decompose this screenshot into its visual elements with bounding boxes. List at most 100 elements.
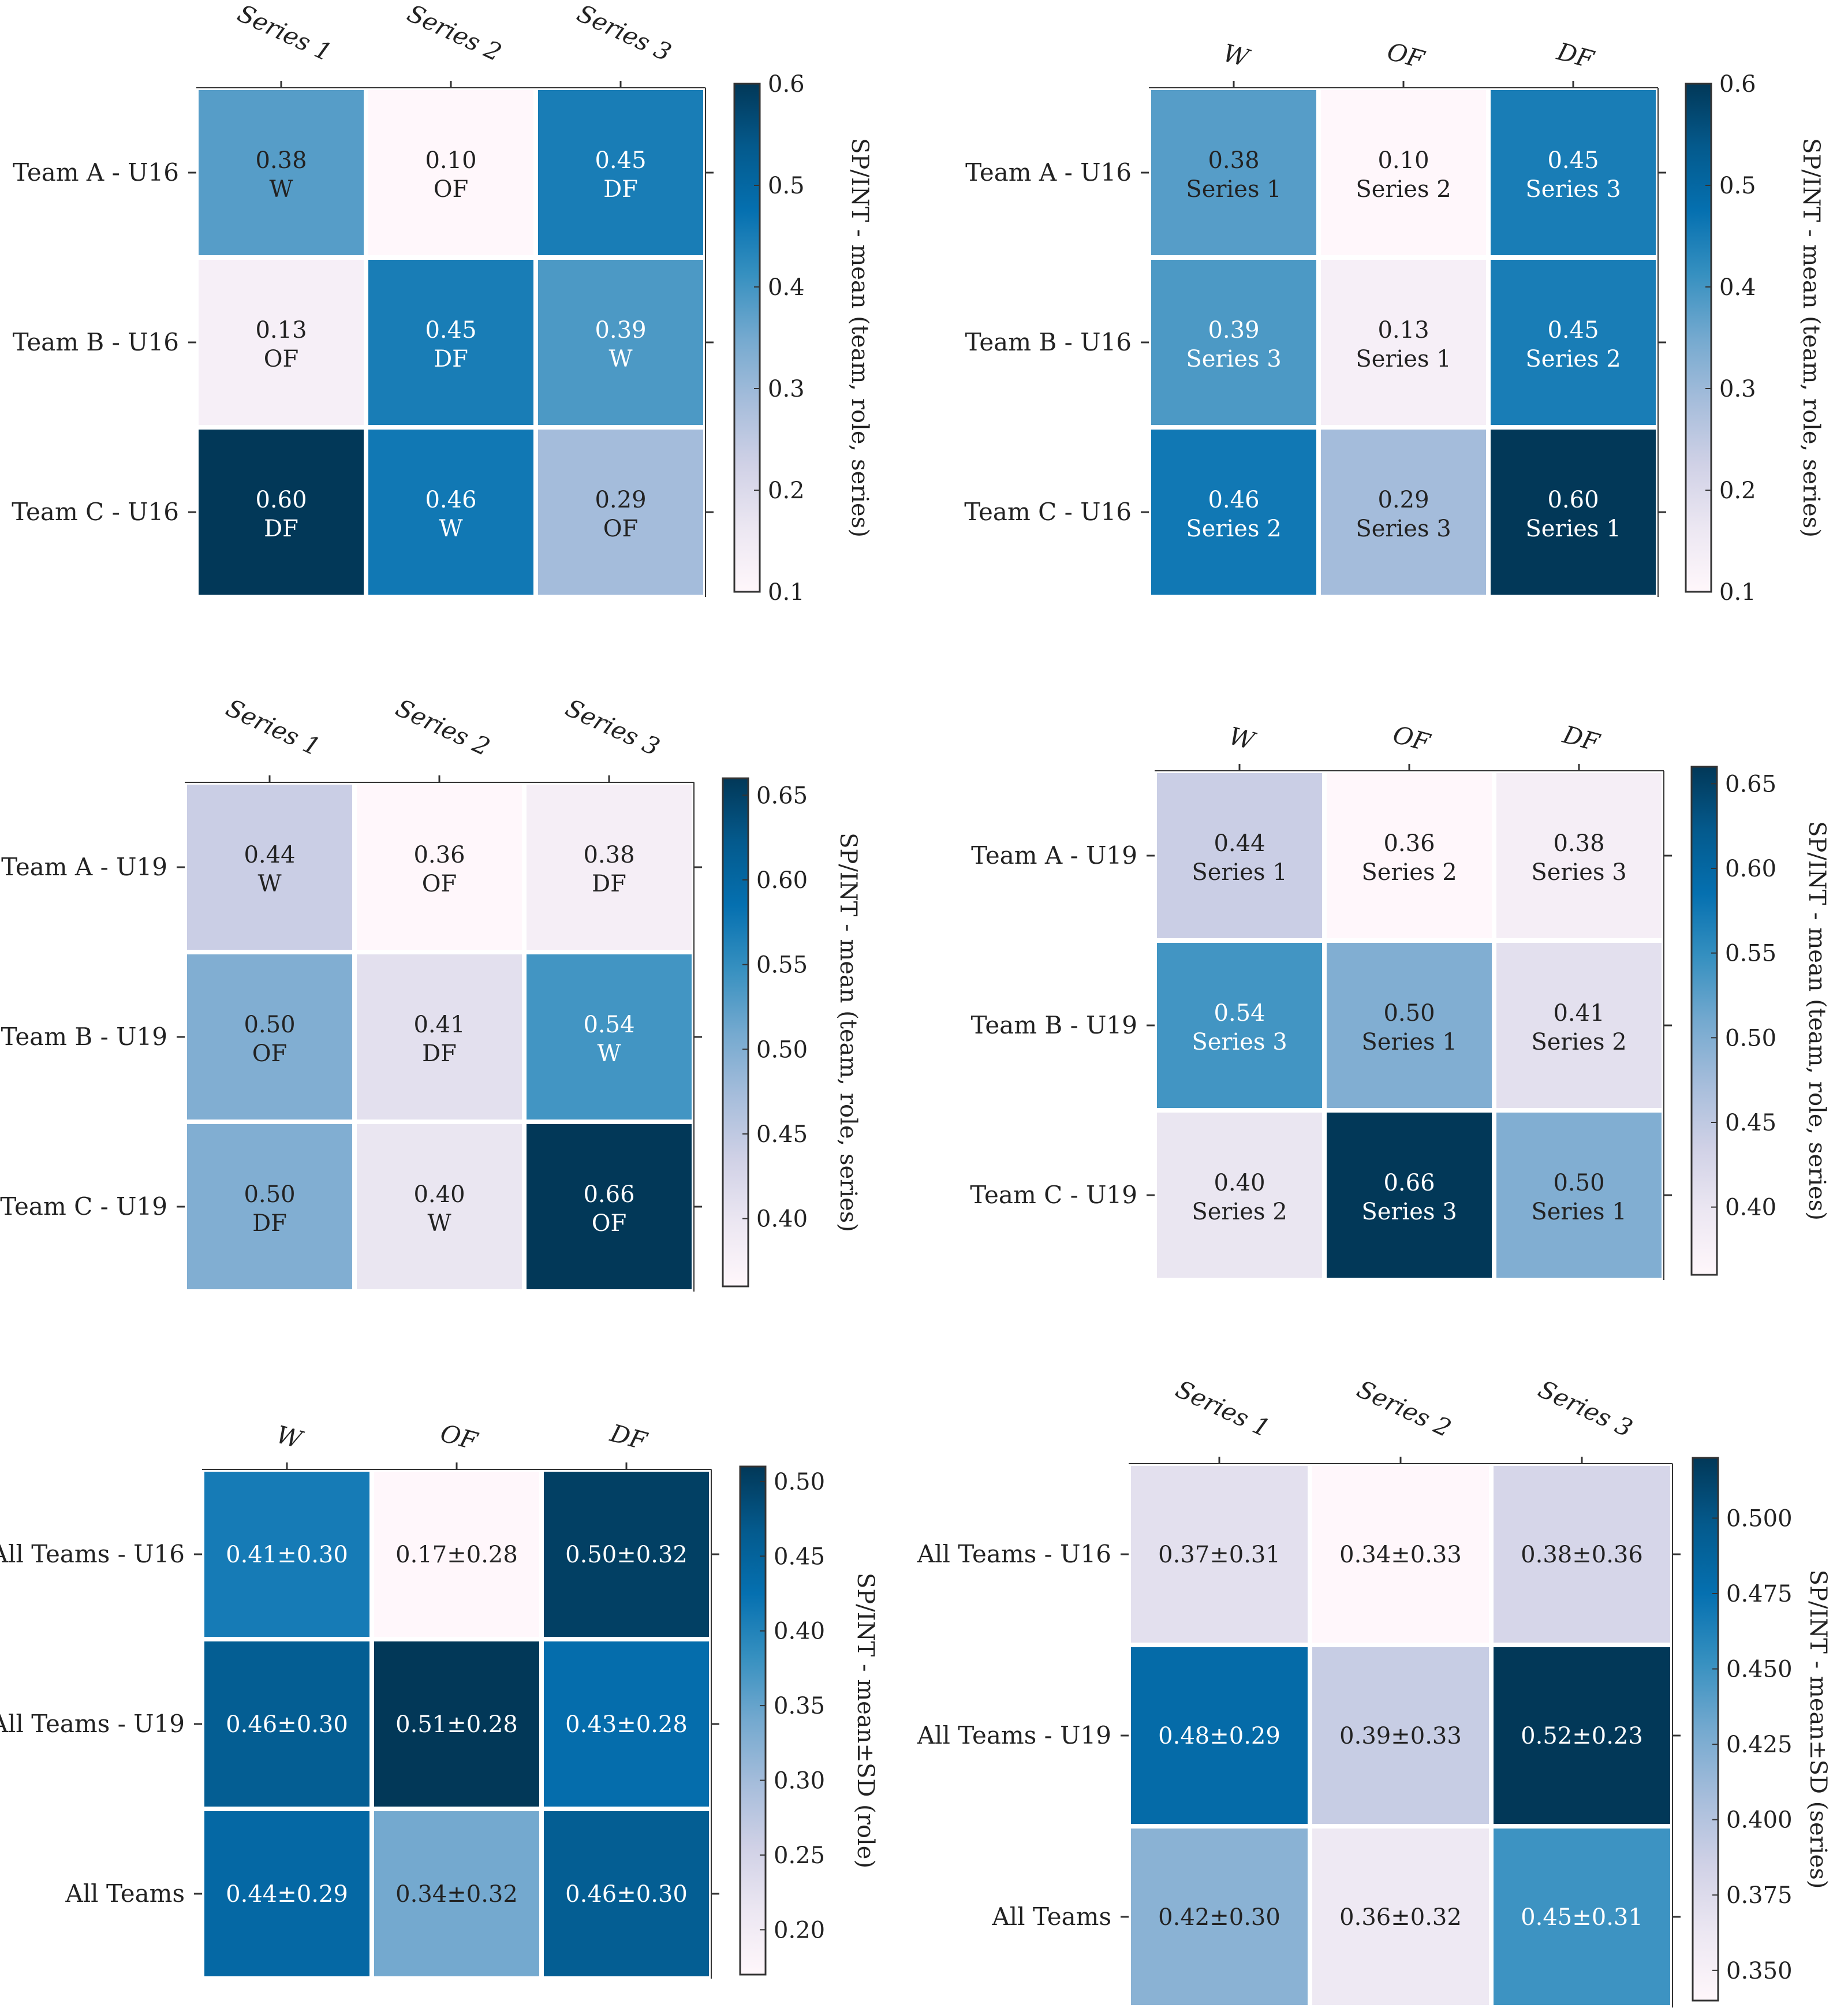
heatmap-cell <box>1496 943 1662 1108</box>
cell-value-label: 0.50 <box>1383 1000 1435 1027</box>
cell-value-label: 0.38 <box>583 842 634 868</box>
cell-sublabel: Series 2 <box>1192 1199 1287 1225</box>
colorbar-tick-label: 0.6 <box>768 71 805 98</box>
colorbar-tick-label: 0.4 <box>768 274 805 301</box>
colorbar-tick-label: 0.55 <box>756 952 808 979</box>
row-label: All Teams <box>991 1902 1111 1931</box>
heatmap-cell <box>1151 260 1316 425</box>
heatmap-cell <box>357 954 522 1120</box>
colorbar <box>739 1465 767 1976</box>
colorbar <box>1692 1457 1719 2002</box>
heatmap-cell <box>1327 773 1492 938</box>
row-label: Team C - U19 <box>0 1192 167 1221</box>
heatmap-cell <box>1157 943 1322 1108</box>
cell-sublabel: W <box>257 871 281 897</box>
cell-sublabel: Series 3 <box>1531 859 1626 886</box>
cell-value-label: 0.50±0.32 <box>565 1542 688 1568</box>
heatmap-cell <box>374 1641 539 1807</box>
colorbar-tick-label: 0.30 <box>774 1768 825 1794</box>
heatmap-panel-role-all-teams: 0.41±0.30 0.17±0.28 0.50±0.32 0.46±0.30 0.51… <box>0 1419 879 1979</box>
cell-value-label: 0.41 <box>1553 1000 1604 1027</box>
cell-sublabel: OF <box>422 871 457 897</box>
heatmap-cell <box>1494 1466 1670 1643</box>
cell-value-label: 0.36±0.32 <box>1339 1904 1462 1931</box>
cell-value-label: 0.40 <box>1214 1170 1265 1196</box>
heatmap-cell <box>538 90 703 255</box>
cell-value-label: 0.43±0.28 <box>565 1711 688 1738</box>
cell-value-label: 0.41±0.30 <box>226 1542 348 1568</box>
heatmap-cell <box>1151 430 1316 595</box>
column-label: OF <box>1384 37 1428 74</box>
cell-value-label: 0.44 <box>244 842 295 868</box>
cell-value-label: 0.29 <box>595 487 646 513</box>
row-label: All Teams - U16 <box>917 1540 1111 1568</box>
cell-sublabel: DF <box>603 176 638 203</box>
colorbar-tick-label: 0.375 <box>1726 1882 1793 1909</box>
heatmap-cell <box>204 1641 369 1807</box>
colorbar-label: SP/INT - mean (team, role, series) <box>835 833 861 1232</box>
row-label: Team B - U19 <box>1 1023 167 1051</box>
colorbar-tick-label: 0.425 <box>1726 1732 1793 1758</box>
heatmap-cell <box>1494 1829 1670 2005</box>
cell-value-label: 0.36 <box>1383 830 1435 857</box>
cell-sublabel: Series 1 <box>1356 346 1451 372</box>
cell-sublabel: Series 3 <box>1356 516 1451 542</box>
colorbar-tick-label: 0.475 <box>1726 1581 1793 1607</box>
heatmap-cell <box>527 954 692 1120</box>
cell-sublabel: Series 3 <box>1525 176 1621 203</box>
cell-value-label: 0.13 <box>255 317 307 344</box>
row-label: Team A - U19 <box>1 853 167 881</box>
cell-sublabel: Series 1 <box>1531 1199 1626 1225</box>
cell-value-label: 0.46±0.30 <box>226 1711 348 1738</box>
cell-value-label: 0.66 <box>583 1181 634 1208</box>
column-label: Series 2 <box>1353 1375 1455 1443</box>
cell-value-label: 0.66 <box>1383 1170 1435 1196</box>
heatmap-cell <box>1327 943 1492 1108</box>
row-label: Team C - U16 <box>12 498 179 526</box>
heatmap-cell <box>538 260 703 425</box>
heatmap-cell <box>357 785 522 950</box>
colorbar-tick-label: 0.50 <box>756 1036 808 1063</box>
cell-value-label: 0.60 <box>1547 487 1599 513</box>
heatmap-cell <box>368 260 533 425</box>
colorbar-tick-label: 0.35 <box>774 1693 825 1719</box>
cell-sublabel: Series 2 <box>1356 176 1451 203</box>
colorbar-tick-label: 0.65 <box>1725 771 1776 797</box>
colorbar-label: SP/INT - mean (team, role, series) <box>1804 821 1830 1221</box>
colorbar-tick-label: 0.1 <box>768 579 805 606</box>
colorbar-label: SP/INT - mean±SD (role) <box>852 1573 879 1868</box>
heatmap-cell <box>199 430 364 595</box>
heatmap-cell <box>527 1124 692 1289</box>
heatmap-cell <box>1131 1466 1308 1643</box>
cell-value-label: 0.52±0.23 <box>1521 1723 1643 1749</box>
column-label: DF <box>1559 720 1603 757</box>
column-label: Series 1 <box>222 693 324 762</box>
colorbar-tick-label: 0.6 <box>1719 71 1756 98</box>
cell-value-label: 0.45 <box>425 317 476 344</box>
cell-value-label: 0.38±0.36 <box>1521 1542 1643 1568</box>
heatmap-cell <box>1321 90 1486 255</box>
heatmap-cell <box>374 1472 539 1637</box>
colorbar-tick-label: 0.4 <box>1719 274 1756 301</box>
column-label: DF <box>607 1419 651 1456</box>
cell-value-label: 0.17±0.28 <box>395 1542 518 1568</box>
column-label: Series 3 <box>1534 1375 1637 1443</box>
colorbar-tick-label: 0.2 <box>1719 477 1756 504</box>
cell-value-label: 0.38 <box>1208 147 1259 174</box>
cell-value-label: 0.44±0.29 <box>226 1881 348 1908</box>
colorbar-tick-label: 0.500 <box>1726 1505 1793 1532</box>
cell-sublabel: Series 3 <box>1186 346 1281 372</box>
colorbar-label: SP/INT - mean (team, role, series) <box>846 138 873 538</box>
heatmap-cell <box>368 430 533 595</box>
cell-sublabel: OF <box>592 1210 627 1237</box>
heatmap-cell <box>357 1124 522 1289</box>
row-label: Team A - U19 <box>971 841 1137 870</box>
row-label: Team C - U19 <box>970 1181 1137 1209</box>
colorbar-tick-label: 0.40 <box>1725 1195 1776 1221</box>
cell-sublabel: W <box>608 346 632 372</box>
heatmap-cell <box>544 1811 709 1976</box>
colorbar <box>733 83 761 593</box>
row-label: All Teams <box>65 1879 185 1908</box>
colorbar-tick-label: 0.45 <box>774 1543 825 1570</box>
